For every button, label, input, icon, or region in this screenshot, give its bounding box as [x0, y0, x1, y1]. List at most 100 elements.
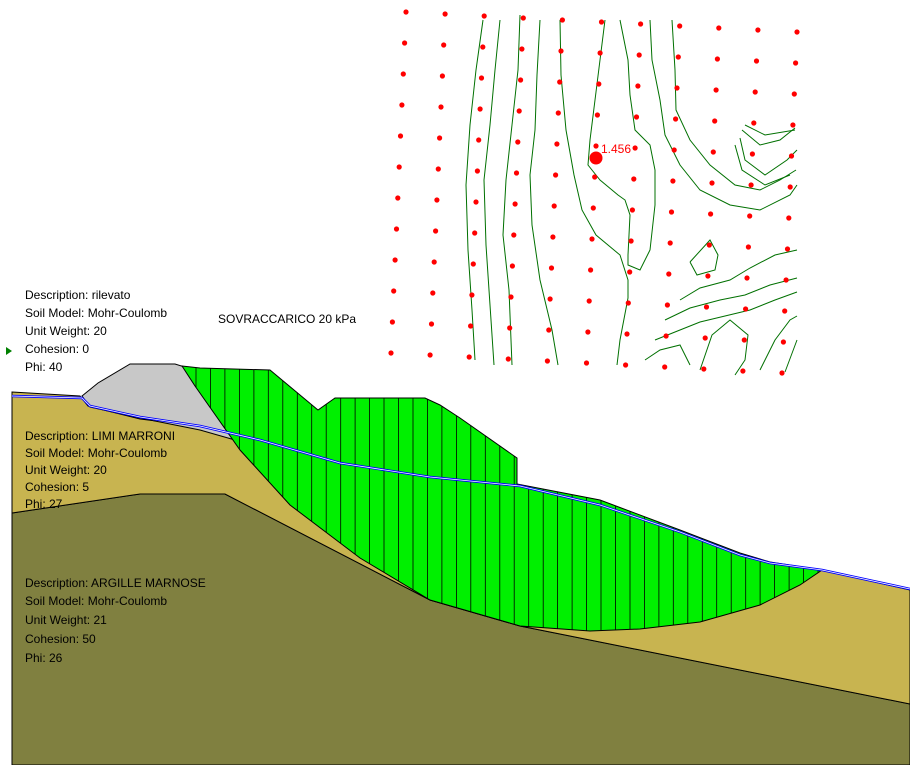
grid-point: [673, 116, 679, 122]
grid-point: [588, 267, 594, 273]
grid-point: [623, 362, 629, 368]
grid-point: [752, 89, 758, 95]
material-soil-model: Soil Model: Mohr-Coulomb: [25, 446, 167, 460]
grid-point: [468, 323, 474, 329]
grid-point: [662, 364, 668, 370]
surcharge-load-label: SOVRACCARICO 20 kPa: [218, 312, 356, 326]
grid-point: [663, 333, 669, 339]
grid-point: [547, 296, 553, 302]
grid-point: [400, 71, 406, 77]
material-label-argille-marnose: Description: ARGILLE MARNOSE Soil Model:…: [25, 576, 206, 665]
grid-point: [474, 168, 480, 174]
grid-point: [624, 331, 630, 337]
grid-point: [427, 352, 433, 358]
grid-point: [519, 46, 525, 52]
grid-point: [594, 112, 601, 118]
grid-point: [472, 230, 478, 236]
grid-point: [740, 368, 746, 374]
grid-point: [664, 302, 671, 308]
grid-point: [779, 370, 785, 376]
grid-point: [469, 292, 475, 298]
grid-point: [399, 102, 405, 108]
material-cohesion: Cohesion: 5: [25, 480, 89, 494]
material-phi: Phi: 27: [25, 497, 63, 511]
material-phi: Phi: 40: [25, 360, 63, 374]
critical-center-dot-icon: [589, 151, 603, 165]
grid-point: [515, 139, 521, 145]
grid-point: [509, 263, 515, 269]
grid-point: [511, 232, 517, 238]
material-phi: Phi: 26: [25, 651, 63, 665]
material-label-limi-marroni: Description: LIMI MARRONI Soil Model: Mo…: [25, 429, 175, 511]
material-cohesion: Cohesion: 0: [25, 342, 89, 356]
grid-point: [666, 271, 672, 277]
grid-point: [507, 325, 513, 331]
grid-point: [548, 265, 555, 271]
material-unit-weight: Unit Weight: 21: [25, 613, 107, 627]
factor-of-safety-contours: [465, 14, 798, 376]
material-description: Description: rilevato: [25, 288, 131, 302]
grid-point: [787, 184, 793, 190]
grid-point: [710, 149, 716, 155]
grid-point: [593, 143, 599, 149]
grid-point: [438, 104, 444, 110]
grid-point: [428, 321, 435, 327]
grid-point: [470, 261, 476, 267]
grid-point: [784, 246, 791, 252]
grid-point: [625, 300, 631, 306]
grid-point: [782, 308, 788, 314]
grid-point: [671, 147, 677, 153]
grid-point: [403, 9, 409, 15]
grid-point: [430, 290, 436, 296]
grid-point: [477, 106, 483, 112]
grid-point: [668, 209, 675, 215]
grid-point: [586, 298, 592, 304]
grid-point: [628, 238, 634, 244]
grid-point: [391, 288, 397, 294]
grid-point: [592, 174, 598, 180]
grid-point: [554, 141, 560, 147]
water-table-line-inner: [11, 395, 910, 590]
grid-point: [437, 135, 443, 141]
grid-point: [397, 133, 404, 139]
critical-factor-of-safety: 1.456: [601, 142, 631, 156]
grid-point: [706, 242, 712, 248]
grid-point: [597, 50, 603, 56]
grid-point: [435, 166, 441, 172]
grid-point: [788, 153, 795, 159]
material-cohesion: Cohesion: 50: [25, 632, 96, 646]
grid-point: [478, 75, 485, 81]
grid-point: [638, 21, 644, 27]
grid-point: [544, 358, 551, 364]
grid-point: [508, 294, 514, 300]
critical-slip-mass: [181, 365, 824, 632]
grid-point: [557, 79, 563, 85]
grid-point: [550, 234, 556, 240]
grid-point: [434, 197, 440, 203]
material-unit-weight: Unit Weight: 20: [25, 324, 107, 338]
grid-point: [703, 304, 710, 310]
grid-point: [749, 151, 756, 157]
grid-point: [402, 40, 408, 46]
grid-point: [590, 205, 596, 211]
grid-point: [392, 257, 398, 263]
grid-point: [712, 118, 718, 124]
grid-point: [551, 203, 557, 209]
material-unit-weight: Unit Weight: 20: [25, 463, 107, 477]
grid-point: [743, 306, 749, 312]
grid-point: [794, 29, 800, 35]
grid-point: [431, 259, 437, 265]
grid-point: [512, 201, 518, 207]
grid-point: [598, 19, 605, 25]
material-soil-model: Soil Model: Mohr-Coulomb: [25, 306, 167, 320]
grid-point: [741, 337, 747, 343]
grid-point: [389, 319, 395, 325]
grid-point: [476, 137, 482, 143]
grid-point: [585, 329, 591, 335]
grid-point: [709, 180, 715, 186]
grid-point: [520, 15, 526, 21]
grid-point: [745, 244, 752, 250]
grid-point: [629, 207, 636, 213]
grid-point: [716, 25, 722, 31]
